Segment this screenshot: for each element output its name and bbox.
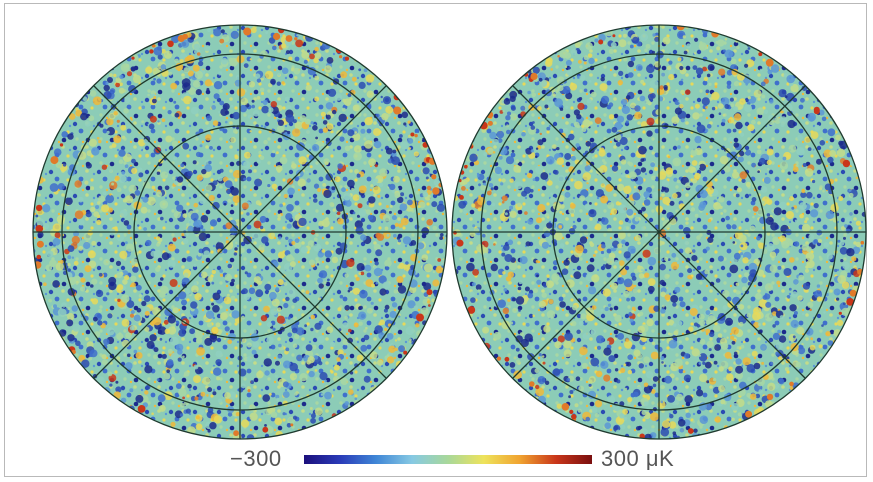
left-hemisphere-map [32, 24, 448, 440]
left-graticule [32, 24, 448, 440]
scale-min-label: −300 [230, 446, 282, 471]
right-hemisphere-map [451, 24, 867, 440]
right-graticule [451, 24, 867, 440]
scale-max-label: 300 μK [601, 446, 675, 471]
temperature-scale: −300 300 μK [0, 440, 873, 480]
colorbar [304, 455, 592, 464]
cmb-sky-maps [32, 24, 867, 440]
